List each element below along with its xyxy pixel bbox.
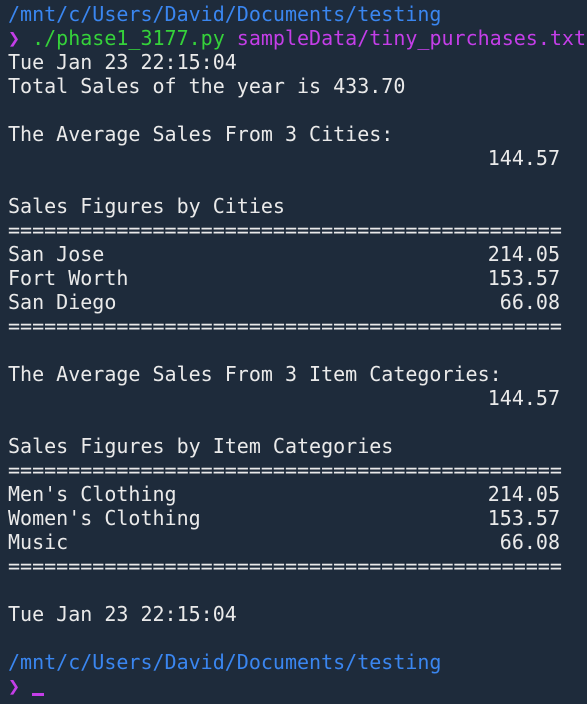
heading: The Average Sales From 3 Cities:	[8, 122, 394, 146]
row-value: 214.05	[487, 242, 560, 266]
prompt-path: /mnt/c/Users/David/Documents/testing	[8, 2, 442, 26]
row-value: 214.05	[487, 482, 560, 506]
sales-row: Fort Worth 153.57	[8, 266, 560, 290]
row-name: Music	[8, 530, 69, 554]
heading: Sales Figures by Cities	[8, 194, 285, 218]
row-value: 153.57	[487, 266, 560, 290]
separator: ========================================…	[8, 314, 562, 338]
row-value: 66.08	[499, 290, 560, 314]
sales-row: San Diego 66.08	[8, 290, 560, 314]
heading: Sales Figures by Item Categories	[8, 434, 394, 458]
sales-row: Women's Clothing 153.57	[8, 506, 560, 530]
row-name: Women's Clothing	[8, 506, 201, 530]
heading: The Average Sales From 3 Item Categories…	[8, 362, 502, 386]
timestamp: Tue Jan 23 22:15:04	[8, 602, 237, 626]
separator: ========================================…	[8, 554, 562, 578]
row-value: 153.57	[487, 506, 560, 530]
command-args: sampleData/tiny_purchases.txt	[236, 26, 586, 50]
total-line: Total Sales of the year is 433.70	[8, 74, 406, 98]
cursor	[32, 693, 45, 696]
prompt-path: /mnt/c/Users/David/Documents/testing	[8, 650, 442, 674]
row-name: Men's Clothing	[8, 482, 177, 506]
sales-row: Music 66.08	[8, 530, 560, 554]
separator: ========================================…	[8, 218, 562, 242]
sales-row: Men's Clothing 214.05	[8, 482, 560, 506]
row-name: Fort Worth	[8, 266, 129, 290]
timestamp: Tue Jan 23 22:15:04	[8, 50, 237, 74]
row-name: San Jose	[8, 242, 105, 266]
sales-row: San Jose 214.05	[8, 242, 560, 266]
prompt-symbol: ❯	[8, 26, 21, 50]
separator: ========================================…	[8, 458, 562, 482]
average-value: 144.57	[487, 386, 560, 410]
command-script: ./phase1_3177.py	[32, 26, 225, 50]
average-value: 144.57	[487, 146, 560, 170]
prompt-symbol: ❯	[8, 674, 21, 698]
command-line: ❯ ./phase1_3177.py sampleData/tiny_purch…	[8, 26, 586, 50]
row-name: San Diego	[8, 290, 117, 314]
prompt-line: ❯	[8, 674, 45, 698]
row-value: 66.08	[499, 530, 560, 554]
